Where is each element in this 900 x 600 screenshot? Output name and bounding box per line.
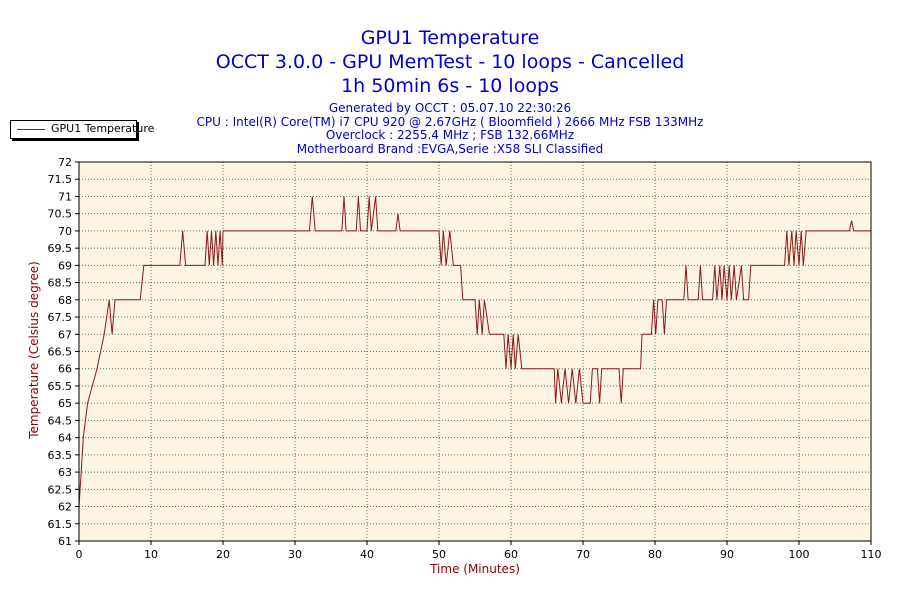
- y-tick-label: 61.5: [48, 518, 73, 531]
- system-info-block: Generated by OCCT : 05.07.10 22:30:26 CP…: [0, 101, 900, 156]
- x-tick-label: 80: [648, 548, 662, 561]
- y-tick-label: 66.5: [48, 346, 73, 359]
- y-tick-label: 67.5: [48, 311, 73, 324]
- x-tick-label: 0: [76, 548, 83, 561]
- y-tick-label: 71: [58, 190, 72, 203]
- y-tick-label: 70: [58, 225, 72, 238]
- x-tick-label: 70: [576, 548, 590, 561]
- chart-title-block: GPU1 Temperature OCCT 3.0.0 - GPU MemTes…: [0, 26, 900, 98]
- y-tick-label: 65.5: [48, 380, 73, 393]
- x-tick-label: 60: [504, 548, 518, 561]
- y-tick-label: 69.5: [48, 242, 73, 255]
- y-tick-label: 62: [58, 501, 72, 514]
- y-tick-label: 63: [58, 466, 72, 479]
- y-tick-label: 69: [58, 259, 72, 272]
- y-tick-label: 63.5: [48, 449, 73, 462]
- y-tick-label: 64: [58, 432, 72, 445]
- series-line-gpu1-temperature: [78, 196, 871, 507]
- chart-subtitle-test: OCCT 3.0.0 - GPU MemTest - 10 loops - Ca…: [215, 51, 685, 73]
- y-tick-label: 68.5: [48, 277, 73, 290]
- plot-border: [78, 161, 872, 542]
- chart-title: GPU1 Temperature: [360, 27, 540, 49]
- x-tick-label: 10: [144, 548, 158, 561]
- overclock-info: Overclock : 2255.4 MHz ; FSB 132.66MHz: [325, 128, 575, 142]
- y-axis-label: Temperature (Celsius degree): [27, 261, 41, 440]
- chart-subtitle-duration: 1h 50min 6s - 10 loops: [341, 75, 559, 97]
- x-tick-label: 40: [360, 548, 374, 561]
- y-tick-label: 72: [58, 156, 72, 169]
- grid-lines: [79, 162, 871, 541]
- chart-legend: GPU1 Temperature: [10, 120, 154, 139]
- x-axis-label: Time (Minutes): [429, 562, 520, 576]
- axis-ticks: 0 10 20 30 40 50 60 70 80 90 100 110 61 61.5 62 62.5 63 6…: [48, 156, 882, 561]
- x-tick-label: 50: [432, 548, 446, 561]
- y-tick-label: 67: [58, 328, 72, 341]
- x-tick-label: 110: [861, 548, 882, 561]
- x-tick-label: 90: [720, 548, 734, 561]
- y-tick-label: 68: [58, 294, 72, 307]
- x-tick-label: 100: [789, 548, 810, 561]
- legend-label: GPU1 Temperature: [51, 122, 155, 135]
- x-tick-label: 20: [216, 548, 230, 561]
- generated-info: Generated by OCCT : 05.07.10 22:30:26: [328, 101, 572, 115]
- y-tick-label: 64.5: [48, 414, 73, 427]
- y-tick-label: 70.5: [48, 208, 73, 221]
- x-tick-label: 30: [288, 548, 302, 561]
- y-tick-label: 61: [58, 535, 72, 548]
- y-tick-label: 65: [58, 397, 72, 410]
- legend-line-swatch: [17, 129, 45, 130]
- motherboard-info: Motherboard Brand :EVGA,Serie :X58 SLI C…: [296, 141, 604, 156]
- cpu-info: CPU : Intel(R) Core(TM) i7 CPU 920 @ 2.6…: [196, 114, 704, 129]
- y-tick-label: 71.5: [48, 173, 73, 186]
- y-tick-label: 66: [58, 363, 72, 376]
- y-tick-label: 62.5: [48, 483, 73, 496]
